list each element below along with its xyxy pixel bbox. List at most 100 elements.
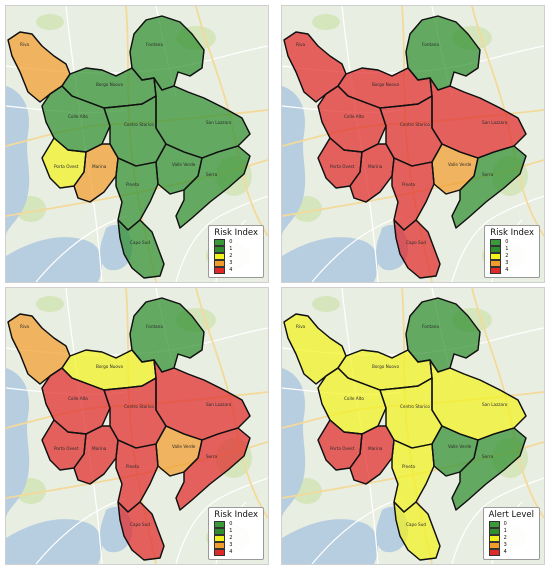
boundary-line — [117, 501, 165, 561]
district-labels: Riva Fontana Borgo Nuovo San Lazzaro Colle A… — [20, 42, 232, 245]
district-outline — [283, 15, 527, 279]
district-label: San Lazzaro — [206, 120, 232, 125]
minor-road — [35, 497, 127, 564]
legend-swatch — [490, 239, 502, 246]
map-top-right: Riva Fontana Borgo Nuovo San Lazzaro Colle A… — [282, 6, 544, 282]
legend-entry: 1 — [214, 246, 258, 253]
minor-road — [175, 477, 268, 564]
minor-road — [35, 215, 127, 282]
boundary-line — [393, 501, 441, 561]
legend-entry: 3 — [488, 542, 534, 549]
district-label: Porta Ovest — [54, 446, 79, 451]
legend-swatch — [214, 528, 226, 535]
district-label: Capo Sud — [406, 240, 426, 245]
legend-entry: 0 — [490, 239, 534, 246]
minor-road — [451, 195, 544, 282]
legend-entry: 3 — [214, 542, 258, 549]
legend-entry: 0 — [488, 521, 534, 528]
legend-swatch — [214, 535, 226, 542]
legend-entry: 1 — [488, 528, 534, 535]
bay-water — [282, 519, 379, 564]
district-label: Pineta — [126, 464, 139, 469]
legend-label: 4 — [505, 267, 509, 273]
legend-swatch — [214, 521, 226, 528]
district-outline — [283, 297, 527, 561]
legend-entry: 2 — [490, 253, 534, 260]
legend-label: 4 — [503, 549, 507, 555]
district-label: Borgo Nuovo — [96, 364, 123, 369]
legend-entry: 2 — [488, 535, 534, 542]
boundary-line — [175, 145, 251, 229]
boundary-line — [175, 427, 251, 511]
legend-swatch — [214, 239, 226, 246]
legend-label: 1 — [505, 246, 509, 252]
district-label: Serra — [482, 454, 494, 459]
district-label: Porta Ovest — [330, 164, 355, 169]
map-panel-bottom-right: Riva Fontana Borgo Nuovo San Lazzaro Colle A… — [281, 287, 545, 565]
legend-swatch — [214, 267, 226, 274]
district-label: Valle Verde — [448, 162, 472, 167]
legend-label: 3 — [229, 542, 233, 548]
legend-entry: 4 — [488, 549, 534, 556]
map-bottom-left: Riva Fontana Borgo Nuovo San Lazzaro Colle A… — [6, 288, 268, 564]
bay-water — [6, 237, 103, 282]
legend-swatch — [490, 246, 502, 253]
district-label: Centro Storico — [400, 404, 430, 409]
district-label: Serra — [482, 172, 494, 177]
bay-water — [282, 237, 379, 282]
boundary-line — [451, 145, 527, 229]
legend-swatch — [214, 246, 226, 253]
minor-road — [451, 477, 544, 564]
park-area — [312, 296, 340, 312]
district-label: Valle Verde — [448, 444, 472, 449]
district-label: Valle Verde — [172, 162, 196, 167]
district-outline — [7, 15, 251, 279]
legend-swatch — [214, 253, 226, 260]
district-labels: Riva Fontana Borgo Nuovo San Lazzaro Colle A… — [296, 324, 508, 527]
district-label: Fontana — [146, 324, 163, 329]
legend-entry: 2 — [214, 535, 258, 542]
legend-swatch — [490, 253, 502, 260]
district-label: Fontana — [146, 42, 163, 47]
legend-label: 2 — [503, 535, 507, 541]
minor-road — [311, 215, 403, 282]
district-label: Pineta — [402, 464, 415, 469]
legend-label: 3 — [503, 542, 507, 548]
legend-entry: 2 — [214, 253, 258, 260]
district-layer — [7, 15, 251, 279]
legend-entry: 4 — [490, 267, 534, 274]
legend: Risk Index 0 1 2 3 4 — [208, 507, 264, 560]
legend-label: 0 — [229, 239, 233, 245]
legend-entry: 4 — [214, 549, 258, 556]
legend-entry: 1 — [490, 246, 534, 253]
district-label: Riva — [296, 42, 306, 47]
legend-label: 4 — [229, 549, 233, 555]
district-label: San Lazzaro — [482, 402, 508, 407]
district-label: Colle Alto — [68, 396, 88, 401]
legend: Risk Index 0 1 2 3 4 — [484, 225, 540, 278]
district-label: Borgo Nuovo — [372, 82, 399, 87]
district-label: Colle Alto — [68, 114, 88, 119]
district-label: Serra — [206, 172, 218, 177]
legend-entry: 4 — [214, 267, 258, 274]
legend-entry: 1 — [214, 528, 258, 535]
park-area — [312, 14, 340, 30]
district-label: Colle Alto — [344, 396, 364, 401]
legend-swatch — [214, 549, 226, 556]
district-label: Porta Ovest — [54, 164, 79, 169]
legend-entry: 3 — [214, 260, 258, 267]
boundary-line — [117, 219, 165, 279]
district-label: Fontana — [422, 324, 439, 329]
legend-swatch — [488, 535, 500, 542]
legend-swatch — [490, 260, 502, 267]
district-label: Marina — [92, 164, 107, 169]
lagoon-water — [6, 368, 30, 518]
legend-label: 0 — [229, 521, 233, 527]
legend-entry: 0 — [214, 521, 258, 528]
legend-swatch — [214, 260, 226, 267]
district-labels: Riva Fontana Borgo Nuovo San Lazzaro Colle A… — [20, 324, 232, 527]
district-label: Capo Sud — [406, 522, 426, 527]
legend-label: 0 — [503, 521, 507, 527]
district-label: San Lazzaro — [482, 120, 508, 125]
lagoon-water — [6, 86, 30, 236]
